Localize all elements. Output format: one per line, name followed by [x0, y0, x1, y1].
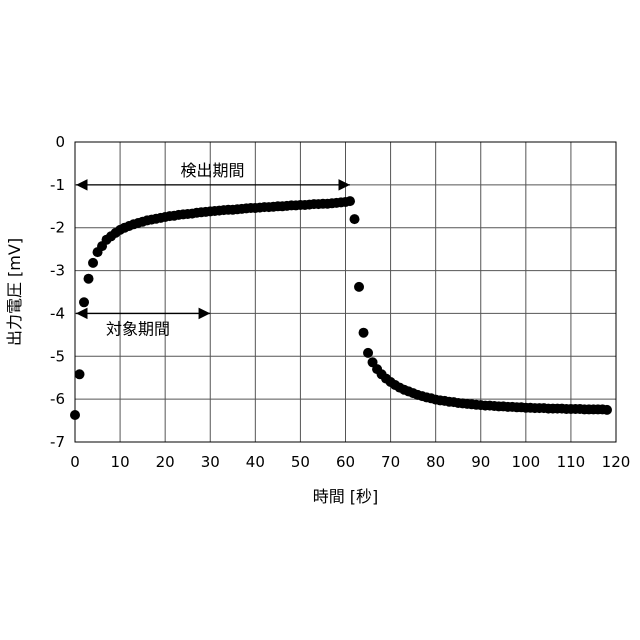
data-point	[70, 410, 80, 420]
data-point	[74, 369, 85, 380]
annotation-label: 検出期間	[180, 161, 244, 180]
x-tick-label: 60	[336, 453, 355, 471]
annotation-label: 対象期間	[106, 319, 170, 338]
data-point	[79, 297, 90, 308]
y-axis-title: 出力電圧 [mV]	[5, 238, 24, 346]
data-point	[83, 273, 94, 284]
x-tick-label: 70	[381, 453, 400, 471]
y-tick-label: -1	[50, 176, 65, 194]
grid-lines	[75, 142, 616, 442]
y-tick-label: -5	[50, 347, 65, 365]
x-tick-label: 50	[291, 453, 310, 471]
data-point	[354, 281, 365, 292]
x-tick-label: 10	[111, 453, 130, 471]
x-tick-label: 90	[471, 453, 490, 471]
data-point	[358, 327, 369, 338]
data-point	[363, 347, 374, 358]
data-point	[88, 257, 99, 268]
x-axis-ticks: 0 10 20 30 40 50 60 70 80 90 100 110 120	[70, 453, 630, 471]
data-point	[349, 214, 360, 225]
plot-area-frame	[74, 141, 617, 443]
data-points	[70, 196, 612, 420]
x-tick-label: 110	[557, 453, 586, 471]
x-tick-label: 0	[70, 453, 80, 471]
y-tick-label: -3	[50, 262, 65, 280]
x-tick-label: 30	[201, 453, 220, 471]
y-tick-label: -2	[50, 219, 65, 237]
x-tick-label: 40	[246, 453, 265, 471]
x-tick-label: 20	[156, 453, 175, 471]
x-tick-label: 100	[512, 453, 541, 471]
y-tick-label: -6	[50, 390, 65, 408]
y-tick-label: -7	[50, 433, 65, 451]
y-axis-ticks: 0 -1 -2 -3 -4 -5 -6 -7	[50, 133, 65, 451]
x-axis-title: 時間 [秒]	[313, 487, 379, 506]
y-tick-label: -4	[50, 304, 65, 322]
y-tick-label: 0	[55, 133, 65, 151]
data-point	[345, 196, 356, 207]
data-point	[601, 404, 612, 415]
x-tick-label: 80	[426, 453, 445, 471]
x-tick-label: 120	[602, 453, 631, 471]
